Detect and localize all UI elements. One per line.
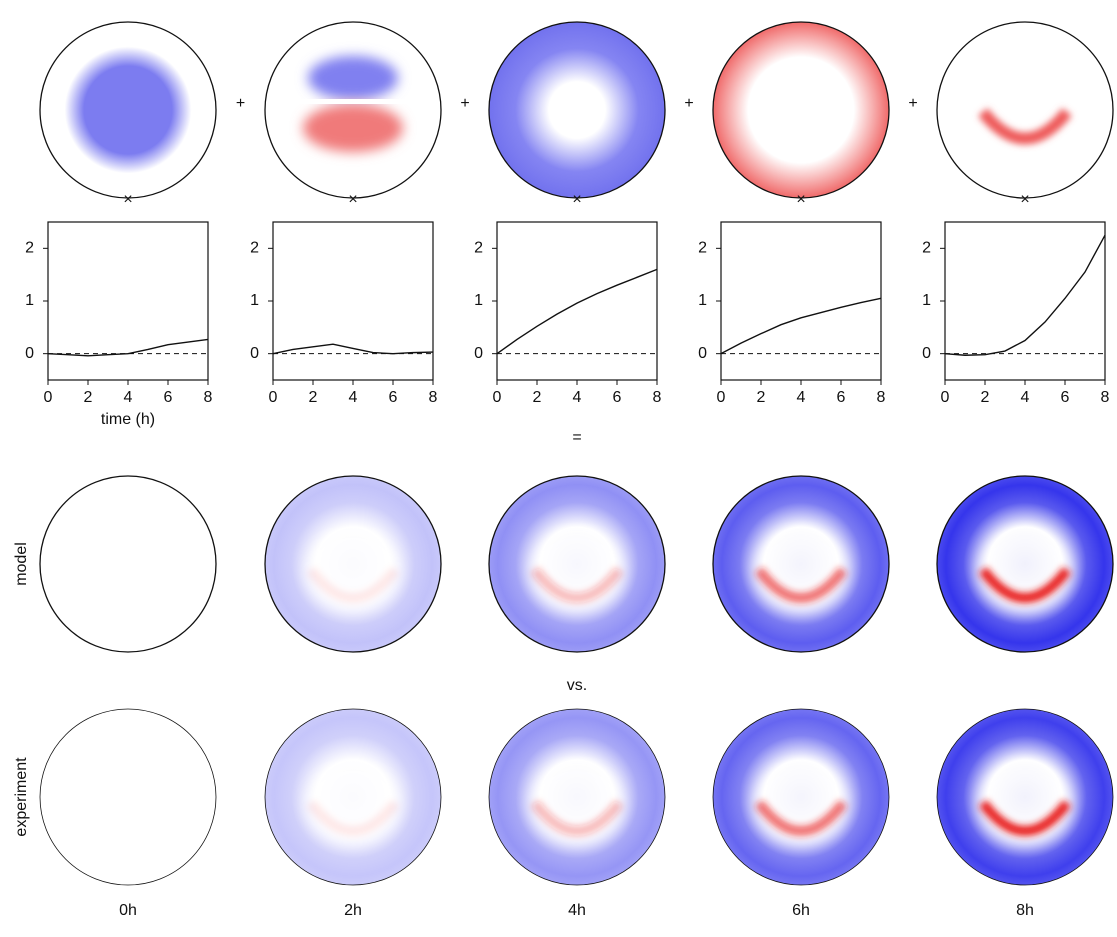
time-label: 6h	[792, 902, 810, 919]
pattern-outline	[39, 475, 217, 653]
y-tick-label: 1	[922, 292, 931, 309]
x-tick-label: 6	[1061, 389, 1070, 406]
crescent	[307, 799, 399, 836]
pattern-disc	[39, 21, 217, 199]
x-tick-label: 4	[1021, 389, 1030, 406]
crescent	[979, 799, 1071, 836]
equals-sign: =	[572, 429, 581, 446]
y-tick-label: 0	[922, 345, 931, 362]
line	[496, 268, 658, 355]
x-tick-label: 6	[389, 389, 398, 406]
y-tick-label: 2	[25, 240, 34, 257]
y-tick-label: 0	[25, 345, 34, 362]
pattern-outline	[488, 475, 666, 653]
line	[944, 234, 1106, 356]
x-tick-label: 0	[493, 389, 502, 406]
pattern-outline	[936, 475, 1114, 653]
x-tick-label: 6	[613, 389, 622, 406]
x-tick-label: 0	[941, 389, 950, 406]
x-tick-label: 8	[877, 389, 886, 406]
x-tick-label: 4	[573, 389, 582, 406]
x-tick-label: 8	[653, 389, 662, 406]
x-tick-label: 2	[533, 389, 542, 406]
time-label: 4h	[568, 902, 586, 919]
plot-frame	[272, 221, 434, 381]
times-sign: ×	[796, 191, 805, 208]
pattern-outline	[488, 708, 666, 886]
x-axis-label: time (h)	[101, 411, 155, 428]
crescent	[307, 566, 399, 603]
plot-frame	[496, 221, 658, 381]
x-tick-label: 0	[717, 389, 726, 406]
crescent	[531, 799, 623, 836]
x-tick-label: 2	[309, 389, 318, 406]
plot-frame	[944, 221, 1106, 381]
crescent	[755, 799, 847, 836]
versus-label: vs.	[567, 677, 587, 694]
dipole-red	[303, 104, 403, 152]
plot-frame	[720, 221, 882, 381]
y-tick-label: 2	[250, 240, 259, 257]
plus-sign: +	[684, 95, 693, 112]
x-tick-label: 2	[757, 389, 766, 406]
line	[272, 343, 434, 355]
pattern-background	[40, 476, 216, 652]
x-tick-label: 2	[981, 389, 990, 406]
y-tick-label: 0	[250, 345, 259, 362]
y-tick-label: 1	[25, 292, 34, 309]
y-tick-label: 1	[250, 292, 259, 309]
y-tick-label: 1	[698, 292, 707, 309]
pattern-crescent	[936, 21, 1114, 199]
times-sign: ×	[348, 191, 357, 208]
x-tick-label: 6	[164, 389, 173, 406]
times-sign: ×	[123, 191, 132, 208]
pattern-background	[40, 709, 216, 885]
pattern-outline	[264, 475, 442, 653]
x-tick-label: 8	[429, 389, 438, 406]
time-label: 0h	[119, 902, 137, 919]
line	[47, 338, 209, 357]
y-tick-label: 0	[698, 345, 707, 362]
y-tick-label: 2	[922, 240, 931, 257]
times-sign: ×	[572, 191, 581, 208]
x-tick-label: 4	[349, 389, 358, 406]
pattern-outline	[712, 708, 890, 886]
time-label: 2h	[344, 902, 362, 919]
pattern-blue-ring	[488, 21, 666, 199]
crescent	[979, 566, 1071, 603]
x-tick-label: 4	[797, 389, 806, 406]
y-tick-label: 2	[474, 240, 483, 257]
dipole-blue	[308, 56, 398, 100]
pattern-outline	[264, 708, 442, 886]
x-tick-label: 0	[44, 389, 53, 406]
x-tick-label: 8	[1101, 389, 1110, 406]
times-sign: ×	[1020, 191, 1029, 208]
x-tick-label: 2	[84, 389, 93, 406]
x-tick-label: 6	[837, 389, 846, 406]
pattern-outline	[39, 708, 217, 886]
crescent	[978, 108, 1072, 145]
pattern-outline	[936, 708, 1114, 886]
y-tick-label: 1	[474, 292, 483, 309]
basis-patterns	[39, 21, 1114, 199]
x-tick-label: 8	[204, 389, 213, 406]
line	[720, 297, 882, 355]
y-tick-label: 2	[698, 240, 707, 257]
pattern-red-ring	[712, 21, 890, 199]
pattern-outline	[712, 475, 890, 653]
plus-sign: +	[460, 95, 469, 112]
row-label: model	[13, 542, 30, 586]
plus-sign: +	[236, 95, 245, 112]
y-tick-label: 0	[474, 345, 483, 362]
x-tick-label: 0	[269, 389, 278, 406]
time-label: 8h	[1016, 902, 1034, 919]
row-label: experiment	[13, 757, 30, 837]
plot-frame	[47, 221, 209, 381]
x-tick-label: 4	[124, 389, 133, 406]
plus-sign: +	[908, 95, 917, 112]
crescent	[755, 566, 847, 603]
dipole-gap	[290, 99, 416, 104]
crescent	[531, 566, 623, 603]
